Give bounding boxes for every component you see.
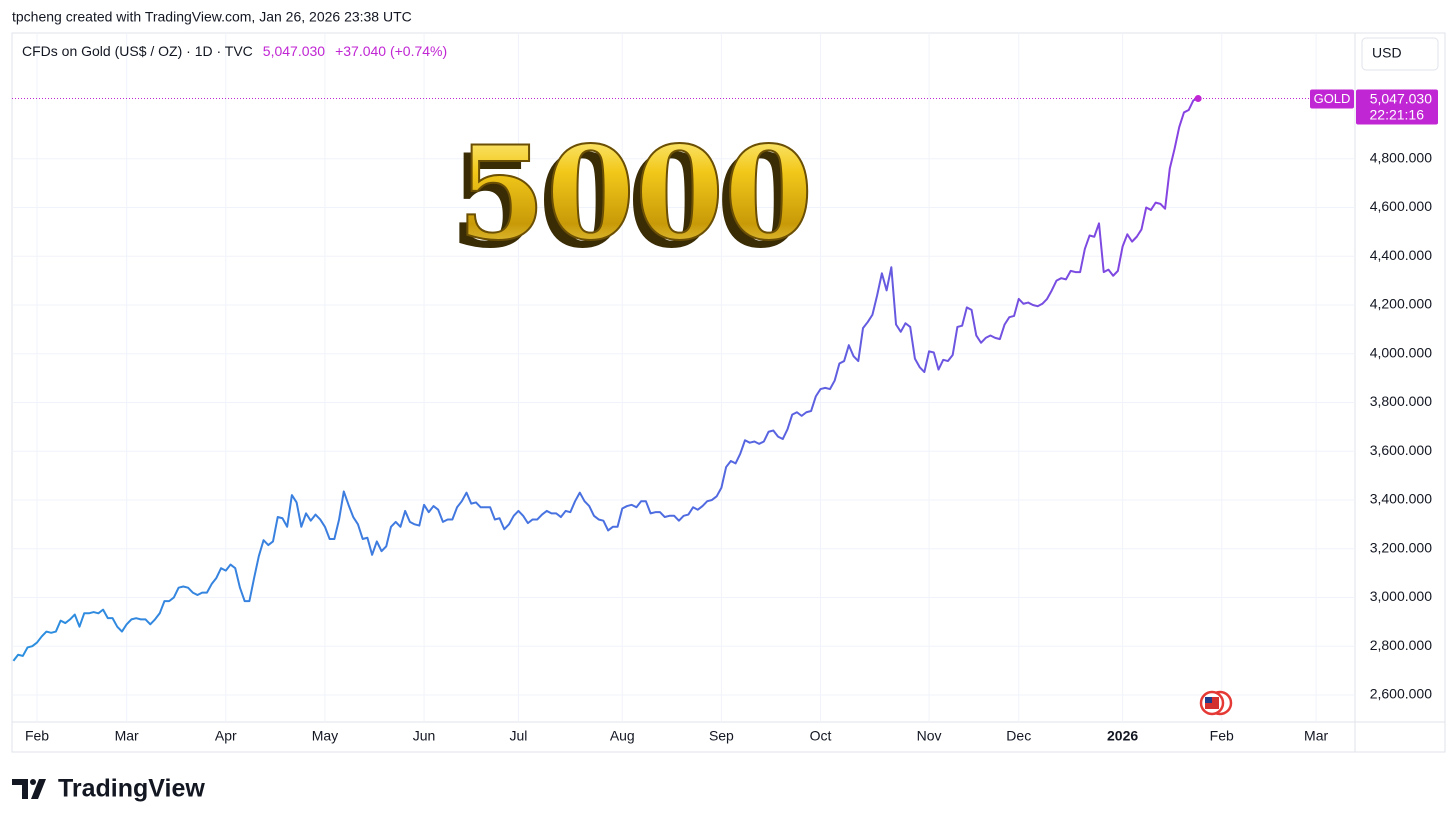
currency-button[interactable]	[1361, 37, 1439, 71]
x-tick-label: Mar	[1304, 728, 1328, 744]
logo-mark	[12, 779, 46, 799]
x-tick-label: Nov	[917, 728, 942, 744]
price-change: +37.040 (+0.74%)	[335, 43, 447, 59]
annotation: 5000	[457, 119, 813, 269]
x-tick-label: Mar	[115, 728, 139, 744]
y-tick-label: 3,200.000	[1370, 539, 1432, 555]
y-tick-label: 4,000.000	[1370, 344, 1432, 360]
chart-title: CFDs on Gold (US$ / OZ) · 1D · TVC 5,047.…	[22, 43, 447, 59]
y-tick-label: 4,200.000	[1370, 296, 1432, 312]
logo-dot	[30, 779, 36, 785]
y-tick-label: 2,800.000	[1370, 637, 1432, 653]
x-tick-label: Oct	[810, 728, 832, 744]
symbol-tag	[1310, 89, 1354, 109]
y-tick-label: 3,400.000	[1370, 491, 1432, 507]
x-tick-label: Feb	[25, 728, 49, 744]
brand-logo	[12, 779, 46, 799]
annotation-shadow: 5000	[449, 127, 805, 277]
y-tick-label: 4,400.000	[1370, 247, 1432, 263]
x-tick-label: Dec	[1006, 728, 1031, 744]
y-tick-label: 3,800.000	[1370, 393, 1432, 409]
y-tick-label: 3,600.000	[1370, 442, 1432, 458]
brand: TradingView	[58, 775, 205, 803]
plot	[12, 95, 1355, 662]
attribution: tpcheng created with TradingView.com, Ja…	[12, 9, 412, 25]
last-price: 5,047.030	[263, 43, 325, 59]
title: CFDs on Gold (US$ / OZ) · 1D · TVC	[22, 43, 253, 59]
price-tag-label: 5,047.030	[1370, 90, 1432, 106]
currency: USD	[1372, 45, 1402, 61]
x-tick-label: Sep	[709, 728, 734, 744]
x-tick-label: Jun	[413, 728, 436, 744]
x-tick-label: May	[312, 728, 338, 744]
x-tick-label: 2026	[1107, 728, 1138, 744]
last-point	[1194, 95, 1202, 103]
event-icons[interactable]	[1199, 690, 1233, 716]
y-tick-label: 4,800.000	[1370, 149, 1432, 165]
price-tag	[1356, 89, 1438, 125]
y-tick-label: 4,600.000	[1370, 198, 1432, 214]
x-tick-label: Aug	[610, 728, 635, 744]
y-tick-label: 2,600.000	[1370, 686, 1432, 702]
price-line	[12, 97, 1199, 662]
flag	[1205, 697, 1212, 703]
countdown: 22:21:16	[1370, 106, 1425, 122]
x-tick-label: Feb	[1210, 728, 1234, 744]
y-tick-label: 3,000.000	[1370, 588, 1432, 604]
grid	[12, 33, 1355, 722]
chart-frame	[11, 32, 1446, 753]
symbol-label: GOLD	[1314, 91, 1351, 106]
x-tick-label: Jul	[509, 728, 527, 744]
x-tick-label: Apr	[215, 728, 237, 744]
